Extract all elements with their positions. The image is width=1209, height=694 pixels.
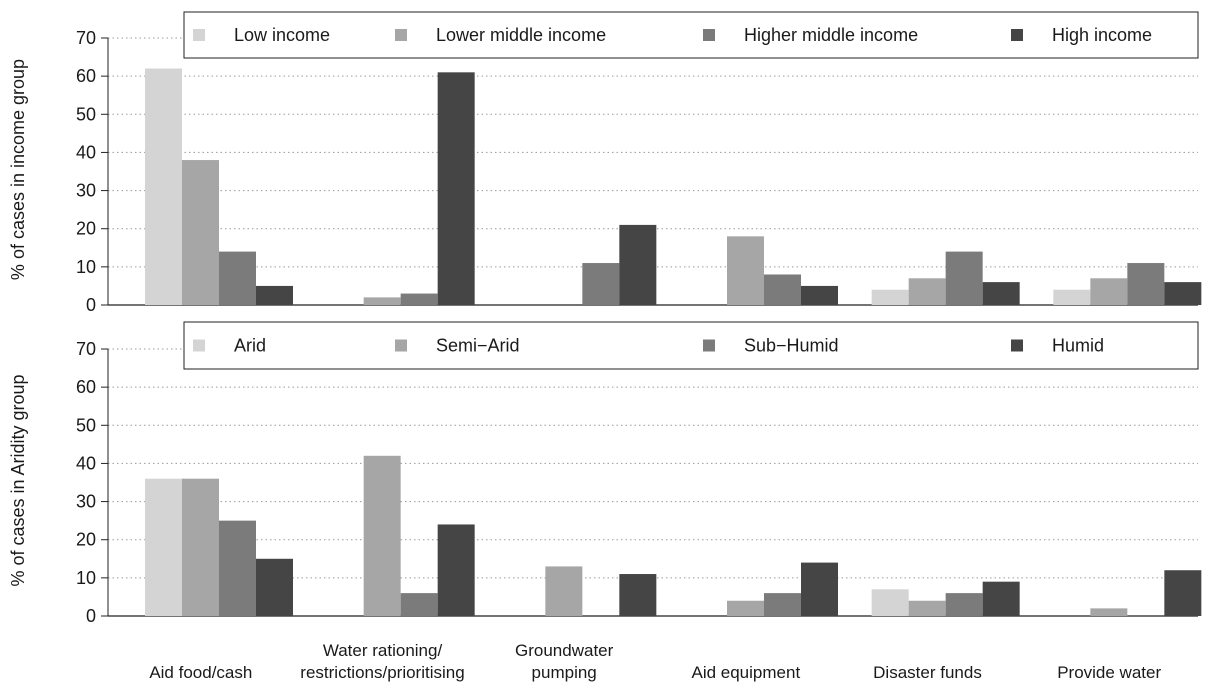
bar — [982, 282, 1020, 305]
bar — [908, 278, 946, 305]
bar — [945, 251, 983, 305]
bar — [982, 581, 1020, 616]
category-label-line: restrictions/prioritising — [300, 663, 464, 682]
chart-panel-1: 0 10 20 30 40 50 60 70 % of cases in income grou… — [8, 11, 1202, 315]
category-label: Groundwater pumping — [515, 641, 614, 682]
bar — [871, 289, 909, 305]
bar — [801, 285, 838, 305]
bar — [619, 574, 657, 616]
category-label: Aid food/cash — [149, 663, 252, 682]
chart-panel-2: 0 10 20 30 40 50 60 70 % of cases in Aridity gro… — [8, 321, 1202, 626]
category-label: Disaster funds — [873, 663, 982, 682]
bar — [219, 520, 256, 616]
legend-entry: Semi−Arid — [436, 336, 520, 356]
legend-entry: Arid — [234, 336, 266, 356]
bar — [145, 68, 182, 305]
y-tick-label: 60 — [76, 377, 96, 397]
legend-entry: High income — [1052, 25, 1152, 45]
y-tick-label: 30 — [76, 492, 96, 512]
y-tick-label: 40 — [76, 142, 96, 162]
bar — [801, 562, 838, 616]
bar — [256, 285, 293, 305]
y-tick-label: 70 — [76, 339, 96, 359]
legend-entry: Higher middle income — [744, 25, 918, 45]
category-label: Provide water — [1057, 663, 1161, 682]
y-tick-label: 30 — [76, 181, 96, 201]
y-tick-label: 10 — [76, 257, 96, 277]
legend-entry: Humid — [1052, 336, 1104, 356]
category-label-line: Water rationing/ — [323, 641, 443, 660]
legend-swatch — [193, 339, 205, 352]
bar — [182, 478, 219, 616]
y-tick-label: 70 — [76, 28, 96, 48]
y-tick-label: 10 — [76, 568, 96, 588]
bar — [219, 251, 256, 305]
legend-box — [183, 11, 1199, 59]
bar — [945, 593, 983, 616]
bar — [145, 478, 182, 616]
bar — [871, 589, 909, 616]
bar — [1090, 278, 1128, 305]
bar — [764, 593, 801, 616]
bar — [400, 293, 438, 305]
legend-entry: Sub−Humid — [744, 336, 839, 356]
y-tick-label: 0 — [86, 295, 96, 315]
bar — [1090, 608, 1128, 616]
bar — [1053, 289, 1091, 305]
y-tick-label: 0 — [86, 606, 96, 626]
category-label-line: Groundwater — [515, 641, 614, 660]
category-label-line: Provide water — [1057, 663, 1161, 682]
y-axis-title: % of cases in Aridity group — [8, 374, 28, 586]
legend-swatch — [703, 339, 715, 352]
bar — [437, 524, 475, 616]
bar — [400, 593, 438, 616]
bar — [764, 274, 801, 305]
y-tick-label: 50 — [76, 104, 96, 124]
bar — [908, 600, 946, 616]
y-tick-label: 20 — [76, 530, 96, 550]
bar — [363, 297, 401, 305]
legend-swatch — [1011, 29, 1023, 41]
category-label-line: Disaster funds — [873, 663, 982, 682]
bar — [1127, 263, 1165, 305]
bar — [582, 263, 620, 305]
bar — [256, 558, 293, 616]
y-tick-label: 60 — [76, 66, 96, 86]
category-label-line: Aid equipment — [691, 663, 800, 682]
category-label-line: Aid food/cash — [149, 663, 252, 682]
category-label: Water rationing/restrictions/prioritisin… — [300, 641, 464, 682]
bar — [727, 600, 764, 616]
bar — [363, 455, 401, 616]
legend-swatch — [1011, 339, 1023, 352]
legend-box — [183, 321, 1199, 370]
legend-swatch — [395, 339, 407, 352]
legend-swatch — [193, 29, 205, 41]
bar — [182, 160, 219, 305]
legend-entry: Low income — [234, 25, 330, 45]
bar — [1164, 570, 1202, 616]
category-label: Aid equipment — [691, 663, 800, 682]
category-label-line: pumping — [532, 663, 597, 682]
bar — [619, 224, 657, 305]
y-axis-title: % of cases in income group — [8, 59, 28, 280]
y-tick-label: 50 — [76, 415, 96, 435]
legend-entry: Lower middle income — [436, 25, 606, 45]
bar — [545, 566, 583, 616]
bar — [1164, 282, 1202, 305]
y-tick-label: 20 — [76, 219, 96, 239]
bar — [437, 72, 475, 305]
y-tick-label: 40 — [76, 453, 96, 473]
bar — [727, 236, 764, 305]
legend-swatch — [395, 29, 407, 41]
legend-swatch — [703, 29, 715, 41]
